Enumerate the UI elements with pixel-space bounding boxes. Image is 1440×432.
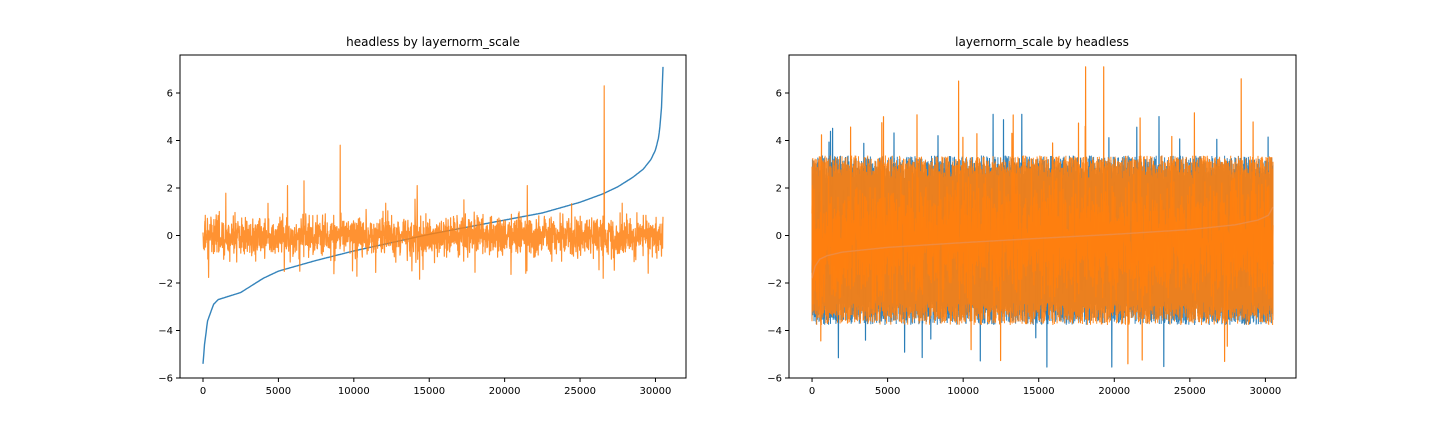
chart-right-xtick-label: 0: [809, 386, 815, 397]
chart-left-ytick-label: −6: [158, 374, 173, 385]
chart-right-ytick-label: 0: [776, 231, 782, 242]
chart-left-ytick-label: 0: [167, 231, 173, 242]
chart-right-plot-area: [811, 66, 1274, 368]
chart-left-xtick-label: 30000: [640, 386, 672, 397]
chart-right-xtick-label: 30000: [1249, 386, 1281, 397]
chart-left-ytick-label: 6: [167, 89, 173, 100]
chart-left-ticks: 0 5000 10000 15000 20000 25000 30000 −6 −4 −2 0 2 4 6: [158, 89, 671, 398]
chart-left-frame: [179, 54, 687, 379]
chart-right: layernorm_scale by headless 0 5000 10000 15…: [767, 35, 1297, 398]
chart-left-plot-area: [202, 66, 664, 364]
chart-right-ytick-label: −4: [767, 326, 782, 337]
chart-left-series-1: [202, 85, 664, 280]
chart-left-xtick-label: 25000: [564, 386, 596, 397]
chart-right-xtick-label: 5000: [875, 386, 900, 397]
chart-left-ytick-label: 4: [167, 136, 173, 147]
chart-left-ytick-label: −4: [158, 326, 173, 337]
chart-right-xtick-label: 15000: [1023, 386, 1055, 397]
chart-left-ytick-label: −2: [158, 279, 173, 290]
chart-right-title: layernorm_scale by headless: [955, 35, 1129, 49]
chart-right-xtick-label: 20000: [1098, 386, 1130, 397]
chart-right-ytick-label: 6: [776, 89, 782, 100]
chart-right-ytick-label: −2: [767, 279, 782, 290]
chart-right-xtick-label: 25000: [1174, 386, 1206, 397]
chart-left-xtick-label: 0: [200, 386, 206, 397]
chart-left-xtick-label: 15000: [413, 386, 445, 397]
chart-left: headless by layernorm_scale 0 5000 10000 15…: [158, 35, 687, 398]
chart-left-xtick-label: 20000: [489, 386, 521, 397]
chart-right-ytick-label: 2: [776, 184, 782, 195]
chart-left-xtick-label: 5000: [266, 386, 291, 397]
chart-right-ytick-label: −6: [767, 374, 782, 385]
chart-right-ytick-label: 4: [776, 136, 782, 147]
chart-left-xtick-label: 10000: [338, 386, 370, 397]
chart-right-series-2: [811, 206, 1274, 279]
chart-left-title: headless by layernorm_scale: [346, 35, 520, 49]
chart-right-series-1-fill: [811, 155, 1274, 325]
chart-right-frame: [788, 54, 1297, 379]
chart-right-ticks: 0 5000 10000 15000 20000 25000 30000 −6 −4 −2 0 2 4 6: [767, 89, 1281, 398]
chart-right-xtick-label: 10000: [947, 386, 979, 397]
chart-left-ytick-label: 2: [167, 184, 173, 195]
